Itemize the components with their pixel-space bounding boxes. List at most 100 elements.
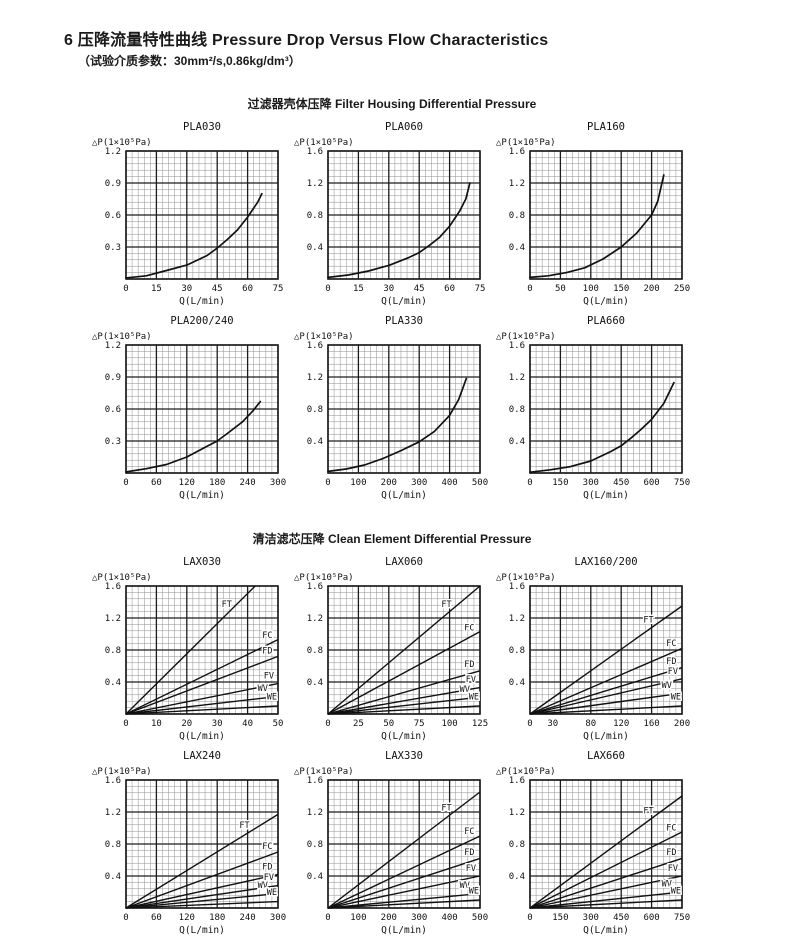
media-line-label-fd: FD <box>262 646 272 656</box>
y-tick-label: 1.2 <box>509 808 525 818</box>
media-line-label-wv: WV <box>258 684 268 694</box>
x-tick-label: 25 <box>353 719 364 729</box>
chart-lax060: LAX060 △P(1×10⁵Pa) 0.4 0.8 1.2 1.6 0 25 50 75 100 1… <box>290 553 490 742</box>
media-line-we <box>529 705 683 715</box>
chart-lax160-200: LAX160/200 △P(1×10⁵Pa) 0.4 0.8 1.2 1.6 0 30 80 12… <box>492 553 692 742</box>
y-tick-label: 1.6 <box>105 582 121 592</box>
x-tick-label: 10 <box>151 719 162 729</box>
x-tick-label: 80 <box>585 719 596 729</box>
media-line-fc <box>125 638 279 715</box>
x-tick-label: 600 <box>643 913 659 923</box>
media-line-label-ft: FT <box>643 807 653 817</box>
chart-canvas: PLA200/240 △P(1×10⁵Pa) 0.3 0.6 0.9 1.2 0 60 120 1… <box>92 315 286 501</box>
chart-pla030: PLA030 △P(1×10⁵Pa) 0.3 0.6 0.9 1.2 0 15 30 45 60 75… <box>88 118 288 307</box>
chart-title: PLA060 <box>385 121 423 133</box>
media-line-wv <box>327 696 481 715</box>
x-tick-label: 0 <box>325 284 330 294</box>
chart-pla330: PLA330 △P(1×10⁵Pa) 0.4 0.8 1.2 1.6 0 100 200 300 4… <box>290 312 490 501</box>
chart-title: PLA160 <box>587 121 625 133</box>
chart-title: PLA200/240 <box>170 315 233 327</box>
x-tick-label: 15 <box>353 284 364 294</box>
chart-title: LAX330 <box>385 750 423 762</box>
x-tick-label: 450 <box>613 478 629 488</box>
media-line-ft <box>529 795 683 909</box>
section-title-element: 清洁滤芯压降 Clean Element Differential Pressu… <box>252 532 532 546</box>
y-tick-label: 0.6 <box>105 405 121 415</box>
x-tick-label: 60 <box>242 284 253 294</box>
y-axis-label: △P(1×10⁵Pa) <box>294 332 354 342</box>
media-line-fv <box>125 884 279 909</box>
chart-title: LAX240 <box>183 750 221 762</box>
media-line-label-fc: FC <box>464 827 474 837</box>
media-line-we <box>125 900 279 909</box>
chart-canvas: PLA660 △P(1×10⁵Pa) 0.4 0.8 1.2 1.6 0 150 300 450 6… <box>496 315 690 501</box>
y-tick-label: 0.4 <box>509 243 525 253</box>
media-line-label-fd: FD <box>666 657 676 667</box>
media-line-we <box>529 899 683 909</box>
media-line-we <box>327 705 481 715</box>
media-line-label-wv: WV <box>258 881 268 891</box>
y-tick-label: 0.4 <box>307 678 323 688</box>
page-title-en: Pressure Drop Versus Flow Characteristic… <box>212 32 549 49</box>
chart-title: LAX660 <box>587 750 625 762</box>
x-tick-label: 45 <box>212 284 223 294</box>
y-tick-label: 0.8 <box>307 646 323 656</box>
y-tick-label: 1.2 <box>105 341 121 351</box>
y-tick-label: 1.6 <box>509 147 525 157</box>
chart-lax330: LAX330 △P(1×10⁵Pa) 0.4 0.8 1.2 1.6 0 100 200 300 4… <box>290 747 490 936</box>
x-tick-label: 500 <box>472 478 488 488</box>
x-tick-label: 0 <box>325 478 330 488</box>
x-axis-label: Q(L/min) <box>583 296 629 306</box>
x-tick-label: 0 <box>325 719 330 729</box>
media-line-label-wv: WV <box>662 880 672 890</box>
y-axis-label: △P(1×10⁵Pa) <box>496 138 556 148</box>
y-tick-label: 1.6 <box>307 147 323 157</box>
media-line-label-fv: FV <box>264 671 274 681</box>
y-tick-label: 0.4 <box>105 678 121 688</box>
x-tick-label: 150 <box>552 913 568 923</box>
media-line-label-wv: WV <box>460 685 470 695</box>
x-tick-label: 75 <box>475 284 486 294</box>
chart-title: LAX030 <box>183 556 221 568</box>
chart-lax030: LAX030 △P(1×10⁵Pa) 0.4 0.8 1.2 1.6 0 10 20 30 40 50… <box>88 553 288 742</box>
x-tick-label: 120 <box>613 719 629 729</box>
x-axis-label: Q(L/min) <box>381 296 427 306</box>
x-tick-label: 30 <box>383 284 394 294</box>
y-tick-label: 0.8 <box>509 840 525 850</box>
x-tick-label: 300 <box>583 913 599 923</box>
media-line-label-fv: FV <box>466 864 476 874</box>
y-tick-label: 0.8 <box>105 840 121 850</box>
y-tick-label: 0.8 <box>509 646 525 656</box>
page-title: 6 压降流量特性曲线 Pressure Drop Versus Flow Cha… <box>64 26 800 50</box>
y-axis-label: △P(1×10⁵Pa) <box>294 573 354 583</box>
y-axis-label: △P(1×10⁵Pa) <box>92 138 152 148</box>
y-tick-label: 0.4 <box>509 678 525 688</box>
chart-canvas: LAX060 △P(1×10⁵Pa) 0.4 0.8 1.2 1.6 0 25 50 75 100 1… <box>294 556 488 742</box>
x-tick-label: 30 <box>181 284 192 294</box>
y-tick-label: 1.6 <box>509 776 525 786</box>
media-line-wv <box>529 692 683 715</box>
x-tick-label: 400 <box>441 478 457 488</box>
x-tick-label: 160 <box>643 719 659 729</box>
media-line-fv <box>125 682 279 715</box>
x-tick-label: 200 <box>674 719 690 729</box>
x-tick-label: 20 <box>181 719 192 729</box>
x-tick-label: 0 <box>527 913 532 923</box>
y-tick-label: 0.9 <box>105 179 121 189</box>
y-axis-label: △P(1×10⁵Pa) <box>496 767 556 777</box>
chart-canvas: PLA060 △P(1×10⁵Pa) 0.4 0.8 1.2 1.6 0 15 30 45 60 75… <box>294 121 486 307</box>
x-tick-label: 50 <box>555 284 566 294</box>
chart-canvas: LAX330 △P(1×10⁵Pa) 0.4 0.8 1.2 1.6 0 100 200 300 4… <box>294 750 488 936</box>
chart-title: PLA330 <box>385 315 423 327</box>
media-line-wv <box>125 892 279 909</box>
x-tick-label: 300 <box>270 913 286 923</box>
media-line-fv <box>327 875 481 909</box>
x-axis-label: Q(L/min) <box>583 490 629 500</box>
media-line-wv <box>529 891 683 909</box>
x-axis-label: Q(L/min) <box>179 731 225 741</box>
x-tick-label: 100 <box>350 478 366 488</box>
y-tick-label: 0.6 <box>105 211 121 221</box>
y-tick-label: 0.4 <box>307 437 323 447</box>
y-tick-label: 0.8 <box>105 646 121 656</box>
x-tick-label: 50 <box>383 719 394 729</box>
